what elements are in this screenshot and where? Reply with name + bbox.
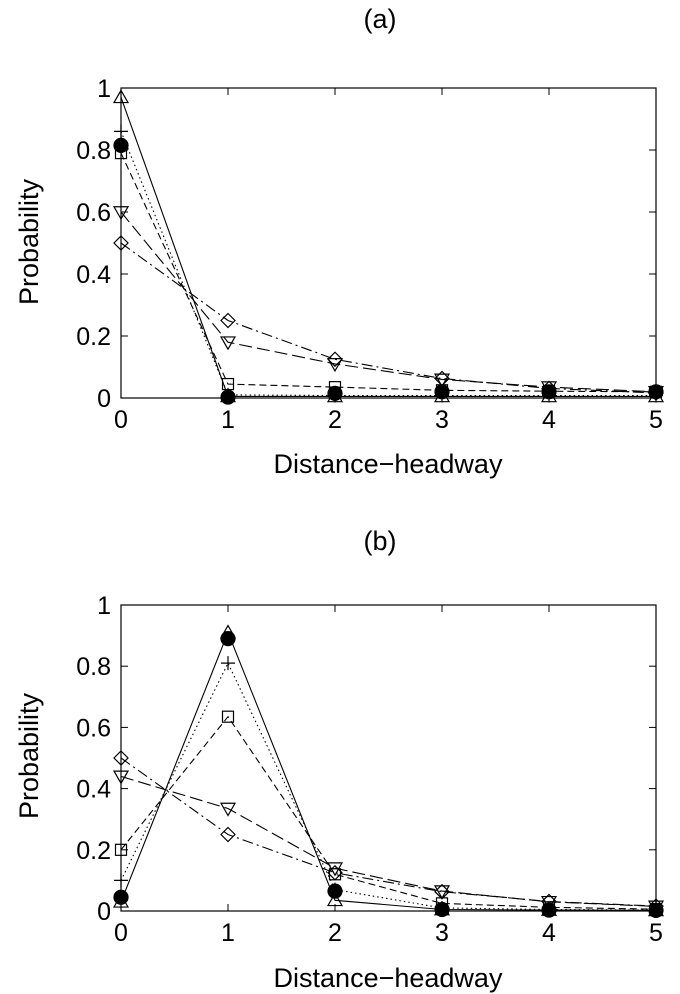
b-series-plus-point: [221, 656, 235, 671]
b-series-diamond-point: [434, 883, 450, 900]
a-y-tick-label: 1: [97, 75, 111, 103]
a-series-triangle-down-point: [219, 336, 237, 351]
b-series-triangle-up-point: [326, 892, 344, 907]
b-series-triangle-down-point: [219, 802, 237, 817]
b-series-diamond: [113, 750, 664, 914]
a-x-tick-label: 0: [114, 406, 128, 434]
a-y-tick-label: 0.2: [76, 323, 111, 351]
a-series-circle-filled-point: [434, 384, 450, 400]
a-series-plus: [114, 124, 663, 403]
b-y-tick-label: 0: [97, 898, 111, 926]
a-series-triangle-up: [112, 89, 665, 403]
b-series-triangle-up: [112, 624, 665, 917]
a-series-square: [114, 147, 663, 398]
b-x-tick-label: 3: [435, 919, 449, 947]
b-x-tick-label: 4: [542, 919, 556, 947]
panel-b-x-axis-label: Distance−headway: [274, 963, 503, 993]
a-y-tick-label: 0: [97, 385, 111, 413]
b-x-tick-label: 1: [221, 919, 235, 947]
panel-b-y-axis-label: Probability: [14, 692, 44, 819]
b-x-tick-label: 0: [114, 919, 128, 947]
a-x-tick-label: 4: [542, 406, 556, 434]
b-series-circle-filled-point: [327, 883, 343, 899]
a-x-tick-label: 5: [649, 406, 663, 434]
a-y-tick-label: 0.8: [76, 137, 111, 165]
panel-a-label: (a): [364, 4, 397, 34]
a-series-triangle-down: [112, 206, 665, 401]
b-series-diamond-point: [327, 864, 343, 881]
a-x-tick-label: 1: [221, 406, 235, 434]
a-series-circle-filled: [113, 137, 664, 405]
a-series-diamond-point: [327, 351, 343, 368]
a-series-triangle-down-line: [120, 211, 657, 393]
a-y-tick-label: 0.4: [76, 261, 111, 289]
a-series-diamond: [113, 235, 664, 401]
a-series-diamond-point: [220, 312, 236, 329]
panel-a-chart: (a) Probability Distance−headway 0 1 2 3 4 50…: [14, 4, 665, 479]
panel-a-plot-frame: [120, 87, 657, 399]
panel-a-y-axis-label: Probability: [14, 178, 44, 305]
a-series-triangle-up-line: [120, 97, 656, 397]
a-series-diamond-line: [120, 242, 657, 394]
a-series-circle-filled-point: [541, 384, 557, 400]
b-series-square-line: [120, 715, 657, 910]
b-series-triangle-down: [112, 770, 665, 915]
b-y-tick-label: 0.8: [76, 653, 111, 681]
panel-a-x-axis-label: Distance−headway: [274, 449, 503, 479]
b-x-tick-label: 2: [328, 919, 342, 947]
b-series-circle-filled-point: [541, 902, 557, 918]
panel-a-ticks: 0 1 2 3 4 5 0 0.2 0.4 0.6 0.8 1: [76, 75, 663, 434]
a-x-tick-label: 2: [328, 406, 342, 434]
b-series-triangle-down-line: [120, 775, 657, 907]
a-x-tick-label: 3: [435, 406, 449, 434]
b-y-tick-label: 0.4: [76, 776, 111, 804]
a-y-tick-label: 0.6: [76, 199, 111, 227]
a-series-plus-line: [120, 131, 656, 397]
a-series-triangle-down-point: [433, 373, 451, 388]
b-x-tick-label: 5: [649, 919, 663, 947]
b-series-plus: [114, 656, 663, 918]
b-series-diamond-point: [220, 826, 236, 843]
panel-a-series: [112, 89, 665, 405]
b-y-tick-label: 1: [97, 592, 111, 620]
b-y-tick-label: 0.6: [76, 714, 111, 742]
b-series-diamond-line: [120, 757, 657, 907]
a-series-square-line: [120, 152, 657, 393]
a-series-circle-filled-point: [220, 389, 236, 405]
a-series-triangle-down-point: [326, 358, 344, 373]
b-series-circle-filled-point: [220, 631, 236, 647]
b-series-circle-filled: [113, 631, 664, 918]
panel-b-plot-frame: [120, 604, 657, 912]
panel-b-series: [112, 624, 665, 918]
b-series-triangle-up-line: [120, 631, 657, 911]
panel-b-label: (b): [364, 526, 397, 556]
b-series-circle-filled-point: [434, 901, 450, 918]
b-series-triangle-down-point: [540, 895, 558, 911]
b-series-square-point: [221, 710, 235, 723]
panel-b-chart: (b) Probability Distance−headway 0 1 2 3 4 50…: [14, 526, 665, 993]
a-series-circle-filled-point: [327, 385, 343, 401]
b-y-tick-label: 0.2: [76, 837, 111, 865]
panel-b-ticks: 0 1 2 3 4 5 0 0.2 0.4 0.6 0.8 1: [76, 592, 663, 947]
